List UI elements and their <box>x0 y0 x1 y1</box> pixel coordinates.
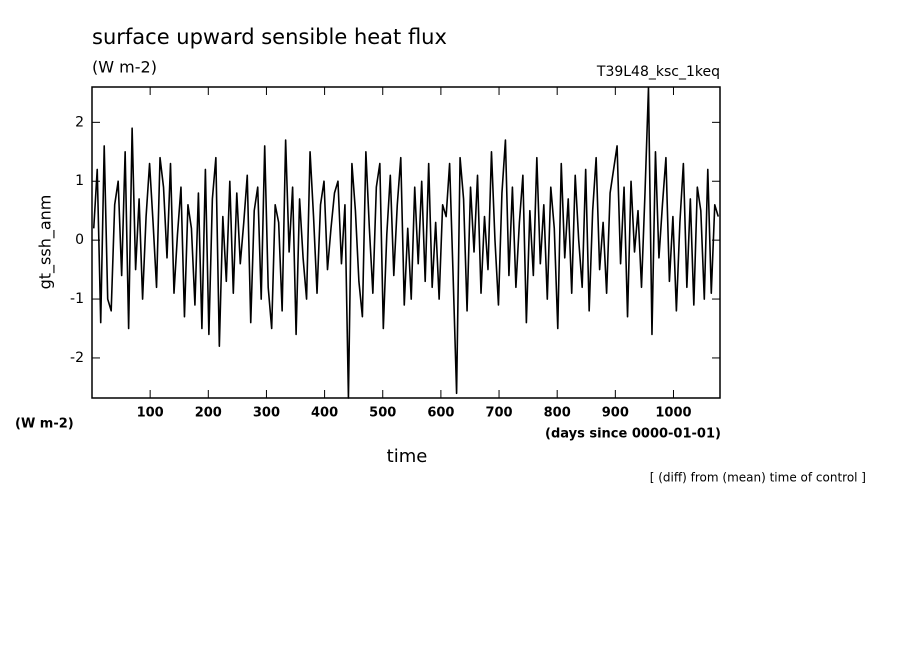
x-tick-label: 700 <box>485 406 512 421</box>
x-tick-label: 800 <box>544 406 571 421</box>
x-axis-label: time <box>387 446 428 467</box>
x-tick-label: 500 <box>369 406 396 421</box>
note: [ (diff) from (mean) time of control ] <box>650 471 866 485</box>
y-axis-label: gt_ssh_anm <box>36 195 56 290</box>
y-tick-label: 1 <box>75 173 84 189</box>
x-tick-label: 200 <box>195 406 222 421</box>
y-tick-label: -2 <box>70 350 84 366</box>
run-label: T39L48_ksc_1keq <box>596 64 720 80</box>
subtitle: (W m-2) <box>92 58 157 77</box>
x-tick-label: 600 <box>427 406 454 421</box>
x-units: (days since 0000-01-01) <box>545 427 721 442</box>
x-tick-label: 1000 <box>655 406 691 421</box>
y-tick-label: 0 <box>75 232 84 248</box>
x-tick-label: 400 <box>311 406 338 421</box>
series-line <box>92 86 720 399</box>
x-tick-label: 300 <box>253 406 280 421</box>
y-tick-label: 2 <box>75 114 84 130</box>
y-tick-label: -1 <box>70 291 84 307</box>
y-units: (W m-2) <box>15 417 74 432</box>
chart-title: surface upward sensible heat flux <box>92 25 447 49</box>
x-tick-label: 100 <box>137 406 164 421</box>
plot-frame <box>91 86 721 399</box>
x-tick-label: 900 <box>602 406 629 421</box>
